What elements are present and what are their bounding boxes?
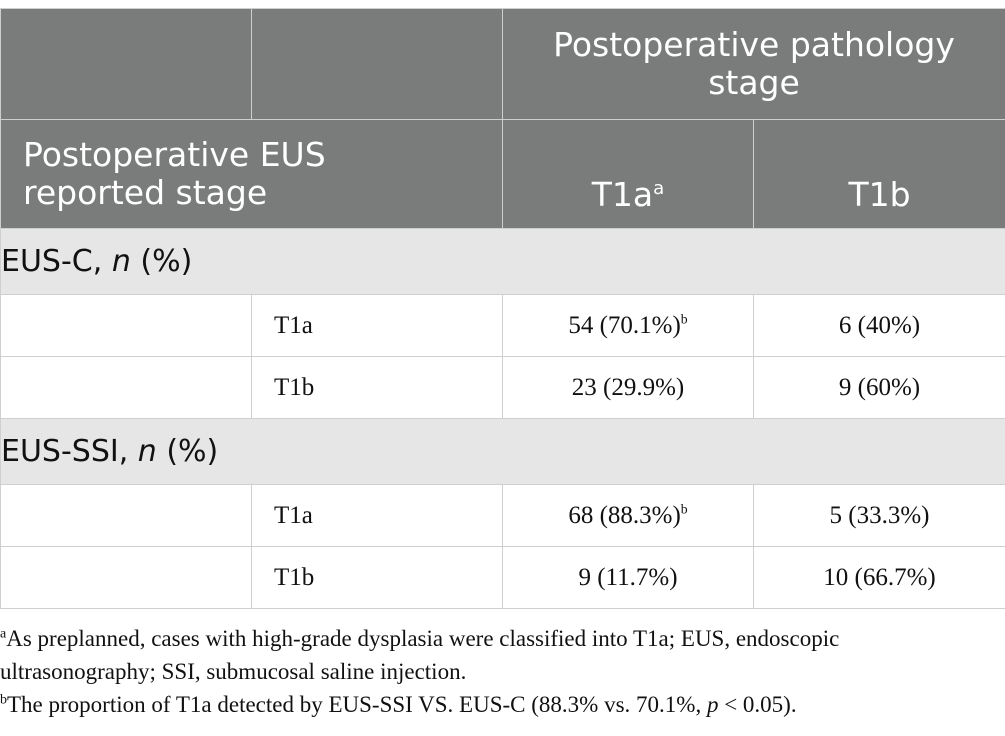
- empty-cell: [0, 356, 252, 419]
- footnote-b-marker: b: [680, 501, 688, 517]
- footnote-a: aAs preplanned, cases with high-grade dy…: [0, 622, 1000, 688]
- footnote-b-text: The proportion of T1a detected by EUS-SS…: [7, 692, 707, 717]
- pathology-stage-header: Postoperative pathology stage: [501, 8, 1005, 120]
- group-label-text: EUS-SSI,: [1, 434, 138, 469]
- col-header-t1a: T1aa: [502, 119, 754, 229]
- col-header-t1a-text: T1a: [591, 175, 654, 214]
- value-cell-t1b: 6 (40%): [752, 294, 1005, 357]
- header-row-2: Postoperative EUS reported stage T1aa T1…: [0, 119, 1005, 229]
- group-label-n: n: [111, 244, 131, 279]
- group-label-eus-c: EUS-C, n (%): [0, 228, 1005, 295]
- value-cell-t1a: 9 (11.7%): [502, 546, 754, 609]
- empty-cell: [0, 546, 252, 609]
- value-cell-t1b: 10 (66.7%): [752, 546, 1005, 609]
- value-cell-t1b: 5 (33.3%): [752, 484, 1005, 547]
- footnote-b: bThe proportion of T1a detected by EUS-S…: [0, 688, 1000, 721]
- empty-cell: [0, 294, 252, 357]
- group-row-eus-ssi: EUS-SSI, n (%): [0, 418, 1005, 485]
- value-cell-t1a: 23 (29.9%): [502, 356, 754, 419]
- value-text: 54 (70.1%): [568, 311, 681, 339]
- group-row-eus-c: EUS-C, n (%): [0, 228, 1005, 295]
- footnote-a-marker: a: [653, 178, 665, 199]
- stage-cell: T1b: [251, 546, 503, 609]
- value-cell-t1a: 68 (88.3%)b: [502, 484, 754, 547]
- group-label-pct: (%): [156, 434, 219, 469]
- table-row: T1b 9 (11.7%) 10 (66.7%): [0, 546, 1005, 609]
- group-label-eus-ssi: EUS-SSI, n (%): [0, 418, 1005, 485]
- footnotes: aAs preplanned, cases with high-grade dy…: [0, 622, 1000, 721]
- value-text: 68 (88.3%): [568, 501, 681, 529]
- header-empty-cell-2: [251, 8, 503, 120]
- table-row: T1a 54 (70.1%)b 6 (40%): [0, 294, 1005, 357]
- group-label-n: n: [137, 434, 157, 469]
- footnote-b-mark: b: [0, 692, 7, 708]
- empty-cell: [0, 484, 252, 547]
- table-row: T1a 68 (88.3%)b 5 (33.3%): [0, 484, 1005, 547]
- group-label-pct: (%): [130, 244, 193, 279]
- stage-cell: T1a: [251, 484, 503, 547]
- header-empty-cell-1: [0, 8, 252, 120]
- stage-cell: T1b: [251, 356, 503, 419]
- header-row-1: Postoperative pathology stage: [0, 8, 1005, 120]
- table-row: T1b 23 (29.9%) 9 (60%): [0, 356, 1005, 419]
- col-header-t1b: T1b: [752, 119, 1005, 229]
- stage-cell: T1a: [251, 294, 503, 357]
- eus-stage-header: Postoperative EUS reported stage: [0, 119, 503, 229]
- group-label-text: EUS-C,: [1, 244, 112, 279]
- footnote-a-mark: a: [0, 626, 7, 642]
- value-cell-t1b: 9 (60%): [752, 356, 1005, 419]
- footnote-b-marker: b: [680, 311, 688, 327]
- footnote-b-text-end: < 0.05).: [718, 692, 797, 717]
- value-cell-t1a: 54 (70.1%)b: [502, 294, 754, 357]
- staging-table: Postoperative pathology stage Postoperat…: [0, 8, 1005, 609]
- footnote-a-text: As preplanned, cases with high-grade dys…: [0, 626, 840, 684]
- footnote-b-p: p: [706, 692, 719, 717]
